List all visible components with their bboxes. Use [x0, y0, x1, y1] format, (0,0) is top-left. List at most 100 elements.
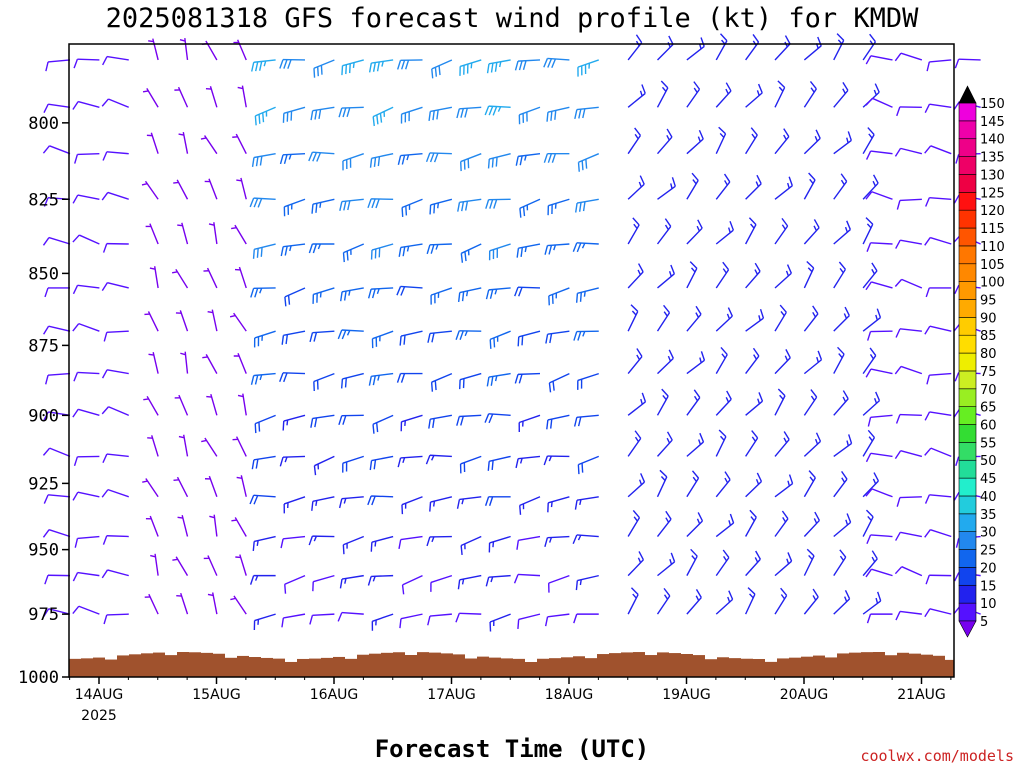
wind-barb — [280, 535, 306, 549]
wind-barb — [686, 470, 700, 498]
x-axis-title: Forecast Time (UTC) — [375, 735, 650, 763]
colorbar-segment — [958, 317, 977, 336]
wind-barb — [72, 491, 100, 501]
y-tick-label: 875 — [28, 336, 59, 356]
wind-barb — [42, 447, 71, 458]
wind-barb — [236, 177, 247, 200]
ground-column — [141, 653, 153, 677]
wind-barb — [101, 406, 130, 416]
wind-barb — [517, 330, 541, 347]
wind-barb — [774, 431, 790, 457]
wind-barb — [372, 414, 394, 434]
colorbar-label: 105 — [980, 258, 1005, 273]
wind-barb — [774, 587, 788, 615]
wind-barb — [895, 531, 923, 541]
wind-barb — [715, 513, 735, 538]
wind-barb — [173, 179, 189, 200]
wind-barb — [72, 408, 100, 418]
wind-barb — [862, 83, 880, 108]
ground-column — [189, 652, 201, 677]
wind-barb — [745, 509, 757, 537]
wind-barb — [544, 535, 570, 547]
ground-column — [489, 657, 501, 677]
wind-barb — [460, 243, 482, 263]
ground-column — [273, 658, 285, 677]
wind-barb — [547, 496, 570, 513]
y-axis: 800 825 850 875 900 925 950 975 1000 — [18, 114, 69, 688]
ground-column — [201, 652, 213, 677]
wind-barb — [72, 284, 100, 295]
y-tick-label: 825 — [28, 190, 59, 210]
wind-barb — [774, 304, 787, 332]
colorbar-label: 70 — [980, 383, 997, 398]
wind-barb — [460, 535, 482, 555]
ground-column — [729, 658, 741, 677]
wind-barb — [744, 587, 756, 615]
wind-barb — [340, 287, 364, 302]
wind-barb — [745, 262, 761, 289]
ground-column — [609, 653, 621, 677]
wind-barb — [627, 473, 646, 498]
wind-barb — [543, 57, 570, 69]
colorbar-label: 65 — [980, 401, 997, 416]
wind-barb — [371, 330, 394, 349]
colorbar-label: 35 — [980, 508, 997, 523]
wind-barb — [313, 372, 335, 392]
colorbar-segment — [958, 174, 977, 193]
wind-barb — [925, 287, 952, 298]
ground-column — [309, 658, 321, 677]
wind-barb — [425, 454, 452, 465]
wind-barb — [200, 135, 218, 155]
wind-barb — [803, 219, 820, 245]
wind-barb — [833, 33, 845, 61]
wind-barb — [232, 436, 247, 457]
colorbar-segment — [958, 120, 977, 140]
ground-column — [165, 655, 177, 677]
wind-barb — [547, 198, 570, 216]
wind-barb — [544, 613, 570, 627]
wind-barb — [514, 286, 541, 297]
ground-column — [717, 657, 729, 677]
wind-barb — [176, 592, 189, 615]
wind-barb — [573, 613, 599, 624]
ground-column — [657, 652, 669, 677]
ground-column — [393, 652, 405, 677]
wind-barb — [803, 80, 817, 108]
y-tick-label: 1000 — [18, 668, 59, 688]
wind-barb — [657, 177, 676, 200]
ground-column — [813, 655, 825, 677]
wind-barb — [230, 595, 247, 615]
ground-column — [765, 661, 777, 677]
wind-barb — [73, 58, 100, 69]
wind-barb — [428, 106, 453, 121]
wind-barb — [514, 59, 541, 71]
wind-barb — [862, 217, 874, 245]
wind-barb — [201, 437, 218, 457]
wind-barb — [803, 588, 819, 615]
wind-barb — [150, 553, 159, 576]
y-tick-label: 975 — [28, 605, 59, 625]
wind-barb — [281, 613, 306, 628]
wind-barb — [862, 347, 877, 375]
wind-barb — [896, 198, 922, 210]
wind-barb — [866, 242, 893, 252]
wind-barb — [455, 612, 482, 623]
wind-barb — [926, 59, 952, 72]
ground-column — [453, 654, 465, 677]
ground-column — [513, 658, 525, 677]
wind-barb — [924, 103, 952, 114]
wind-barb — [686, 512, 704, 538]
wind-barb — [179, 38, 189, 61]
ground-column — [465, 658, 477, 677]
ground-surface-layer — [69, 652, 954, 677]
wind-barb — [252, 535, 276, 551]
wind-barb — [543, 455, 570, 466]
wind-barb — [401, 574, 423, 595]
wind-barb — [657, 264, 676, 289]
wind-barb — [865, 55, 893, 65]
wind-barb — [235, 554, 247, 576]
colorbar-label: 115 — [980, 222, 1005, 237]
wind-barb — [862, 262, 878, 289]
wind-barb — [282, 414, 306, 431]
wind-barb — [253, 330, 276, 348]
